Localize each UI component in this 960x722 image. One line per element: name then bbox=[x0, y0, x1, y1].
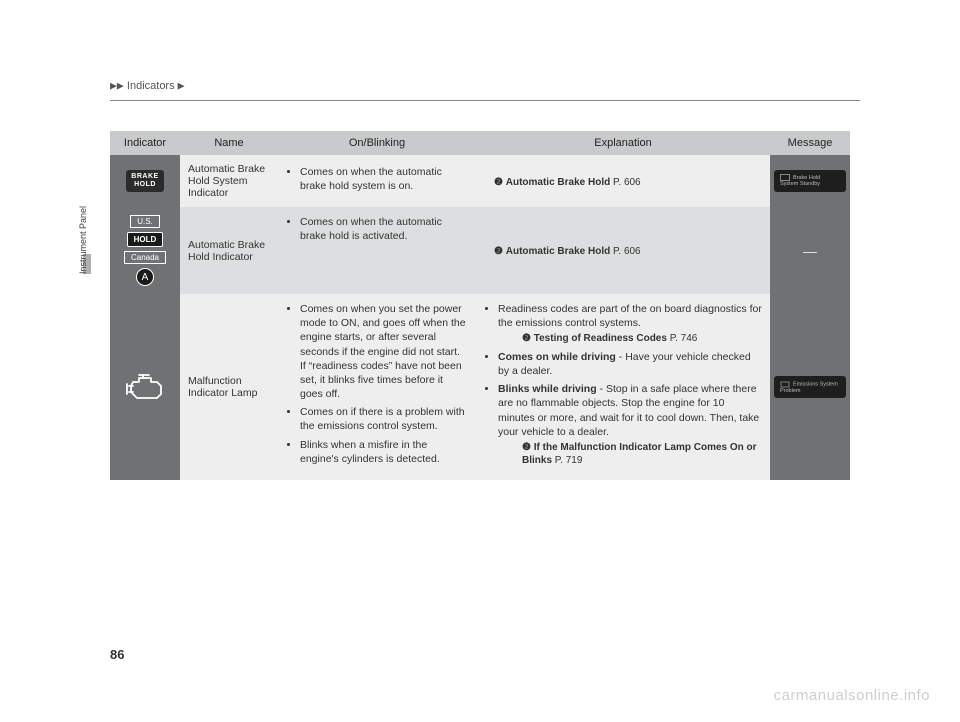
us-label-icon: U.S. bbox=[130, 215, 160, 228]
indicators-table: Indicator Name On/Blinking Explanation M… bbox=[110, 131, 850, 480]
cell-on-blinking: Comes on when the automatic brake hold s… bbox=[278, 155, 476, 207]
breadcrumb-tri-left: ▶▶ bbox=[110, 81, 124, 91]
brake-hold-icon: BRAKE HOLD bbox=[126, 170, 163, 191]
ref-arrow-icon: ❷ bbox=[522, 442, 531, 453]
breadcrumb-tri-right: ▶ bbox=[178, 81, 185, 91]
table-header-row: Indicator Name On/Blinking Explanation M… bbox=[110, 131, 850, 155]
canada-label-icon: Canada bbox=[124, 251, 166, 264]
cell-on-blinking: Comes on when the automatic brake hold i… bbox=[278, 207, 476, 294]
cell-indicator-icon: U.S. HOLD Canada A bbox=[110, 207, 180, 294]
cell-name: Malfunction Indicator Lamp bbox=[180, 294, 278, 480]
table-row: BRAKE HOLD Automatic Brake Hold System I… bbox=[110, 155, 850, 207]
message-display-icon: Emissions System Problem bbox=[774, 376, 846, 399]
cross-ref: ❷ Automatic Brake Hold P. 606 bbox=[484, 246, 762, 257]
cell-name: Automatic Brake Hold Indicator bbox=[180, 207, 278, 294]
manual-page: ▶▶ Indicators ▶ Instrument Panel Indicat… bbox=[0, 0, 960, 722]
check-engine-icon bbox=[123, 370, 167, 404]
ref-page: P. 606 bbox=[613, 246, 641, 257]
bullet: Comes on when you set the power mode to … bbox=[300, 302, 468, 401]
ref-arrow-icon: ❷ bbox=[522, 333, 531, 344]
cross-ref: ❷ If the Malfunction Indicator Lamp Come… bbox=[512, 441, 762, 468]
ref-arrow-icon: ❷ bbox=[494, 246, 503, 257]
th-indicator: Indicator bbox=[110, 131, 180, 155]
th-explanation: Explanation bbox=[476, 131, 770, 155]
header-divider bbox=[110, 100, 860, 101]
table-row: Malfunction Indicator Lamp Comes on when… bbox=[110, 294, 850, 480]
side-tab: Instrument Panel bbox=[78, 254, 96, 344]
cross-ref: ❷ Testing of Readiness Codes P. 746 bbox=[512, 332, 762, 346]
bullet: Comes on if there is a problem with the … bbox=[300, 405, 468, 433]
cell-explanation: ❷ Automatic Brake Hold P. 606 bbox=[476, 155, 770, 207]
cell-message: — bbox=[770, 207, 850, 294]
bullet: Comes on when the automatic brake hold s… bbox=[300, 165, 468, 193]
cell-name: Automatic Brake Hold System Indicator bbox=[180, 155, 278, 207]
side-tab-label: Instrument Panel bbox=[78, 206, 88, 274]
ref-title: Testing of Readiness Codes bbox=[534, 333, 667, 344]
hold-badge-icon: HOLD bbox=[127, 232, 164, 247]
cell-indicator-icon: BRAKE HOLD bbox=[110, 155, 180, 207]
bullet: Blinks while driving - Stop in a safe pl… bbox=[498, 382, 762, 468]
cell-explanation: ❷ Automatic Brake Hold P. 606 bbox=[476, 207, 770, 294]
cell-explanation: Readiness codes are part of the on board… bbox=[476, 294, 770, 480]
page-number: 86 bbox=[110, 647, 124, 662]
bullet: Comes on when the automatic brake hold i… bbox=[300, 215, 468, 243]
bullet: Readiness codes are part of the on board… bbox=[498, 302, 762, 346]
th-name: Name bbox=[180, 131, 278, 155]
message-mini-engine-icon bbox=[780, 380, 790, 388]
bullet: Comes on while driving - Have your vehic… bbox=[498, 350, 762, 378]
cell-indicator-icon bbox=[110, 294, 180, 480]
breadcrumb: ▶▶ Indicators ▶ bbox=[110, 80, 860, 92]
message-mini-icon bbox=[780, 174, 790, 181]
th-message: Message bbox=[770, 131, 850, 155]
ref-page: P. 746 bbox=[670, 333, 698, 344]
breadcrumb-label: Indicators bbox=[127, 80, 175, 92]
ref-title: Automatic Brake Hold bbox=[506, 177, 610, 188]
cell-message: Emissions System Problem bbox=[770, 294, 850, 480]
table-row: U.S. HOLD Canada A Automatic Brake Hold … bbox=[110, 207, 850, 294]
bullet: Blinks when a misfire in the engine's cy… bbox=[300, 438, 468, 466]
ref-title: Automatic Brake Hold bbox=[506, 246, 610, 257]
cell-on-blinking: Comes on when you set the power mode to … bbox=[278, 294, 476, 480]
message-dash: — bbox=[803, 243, 817, 259]
circle-a-icon: A bbox=[136, 268, 154, 286]
cross-ref: ❷ Automatic Brake Hold P. 606 bbox=[484, 177, 762, 188]
ref-page: P. 606 bbox=[613, 177, 641, 188]
cell-message: Brake Hold System Standby bbox=[770, 155, 850, 207]
ref-page: P. 719 bbox=[555, 455, 583, 466]
watermark: carmanualsonline.info bbox=[774, 687, 930, 704]
message-display-icon: Brake Hold System Standby bbox=[774, 170, 846, 192]
th-on-blinking: On/Blinking bbox=[278, 131, 476, 155]
ref-arrow-icon: ❷ bbox=[494, 177, 503, 188]
